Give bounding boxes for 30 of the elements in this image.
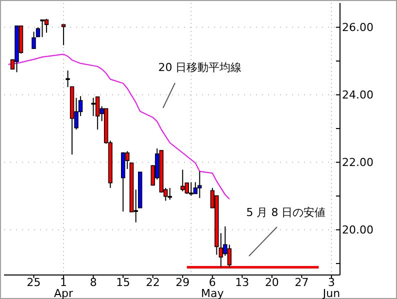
candlestick	[189, 182, 194, 196]
x-tick-label: 22	[146, 276, 160, 289]
candlestick	[61, 24, 66, 46]
x-tick-label: 25	[26, 276, 41, 289]
candlestick	[32, 31, 36, 50]
candlestick	[180, 169, 185, 192]
annotation: 5 月 8 日の安値	[246, 206, 326, 219]
candlestick	[44, 18, 49, 34]
candlestick	[91, 97, 96, 117]
y-tick-label: 24.00	[342, 88, 374, 102]
candlestick	[40, 19, 44, 38]
x-tick-label: 20	[264, 276, 279, 289]
x-tick-label: 27	[294, 276, 309, 289]
candlestick	[95, 96, 100, 130]
annotation: 20 日移動平均線	[158, 61, 242, 74]
x-tick-label: 15	[116, 276, 130, 289]
y-tick-label: 26.00	[342, 21, 374, 34]
line-series	[8, 54, 230, 200]
y-tick-label: 20.00	[342, 224, 374, 237]
x-tick-label: 29	[176, 276, 190, 289]
x-tick-label: 13	[235, 276, 250, 289]
x-tick-label: 6 May	[201, 276, 224, 299]
candlestick	[36, 26, 40, 38]
y-tick-label: 22.00	[342, 156, 374, 170]
candlestick	[184, 182, 189, 195]
x-tick-label: 1 Apr	[54, 276, 74, 299]
candlestick	[168, 187, 172, 200]
candlestick	[198, 170, 202, 199]
x-tick-label: 3 Jun	[322, 276, 340, 299]
x-tick-label: 8	[90, 276, 97, 289]
